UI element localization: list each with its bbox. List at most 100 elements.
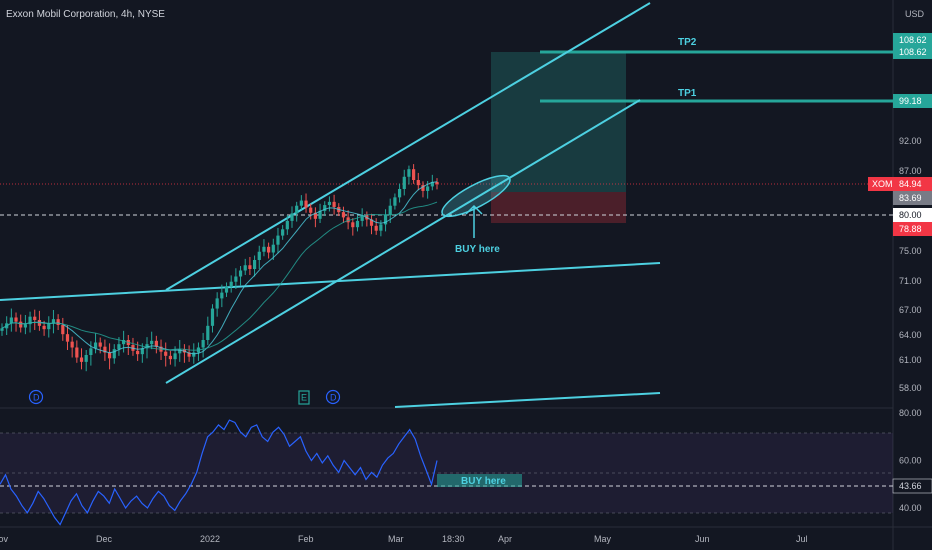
candle-body [379,224,383,231]
candle-body [355,220,360,228]
price-tag-bg [893,94,932,108]
candle-body [234,276,238,282]
tp1-label: TP1 [678,88,697,99]
channel-upper-line[interactable] [165,2,651,291]
rsi-current-tag: 43.66 [899,481,922,491]
rsi-buy-box [437,474,522,487]
candle-body [33,316,37,320]
candle-body [14,317,18,322]
candle-body [416,180,420,186]
price-tick-label: 92.00 [899,136,922,146]
time-tick-label: Mar [388,534,404,544]
candle-body [145,344,149,349]
candle-body [290,213,294,221]
price-tag: 80.00 [899,210,922,220]
candle-body [154,340,158,347]
buy-here-label: BUY here [455,244,500,255]
candle-body [173,353,177,360]
price-tag: 83.69 [899,193,922,203]
candle-body [402,176,406,189]
candle-body [267,246,271,253]
candle-body [309,207,313,213]
candle-body [285,220,289,230]
time-axis: Nov Dec 2022 Feb Mar 18:30 Apr May Jun Jul [0,534,808,544]
lower-trendline[interactable] [394,392,661,408]
price-tag-bg [893,208,932,222]
candle-body [224,286,229,293]
candle-body [332,201,336,207]
time-tick-label: Apr [498,534,512,544]
candle-body [383,214,388,225]
candle-body [257,251,261,260]
candle-body [276,235,280,245]
time-tick-label: Feb [298,534,314,544]
stop-zone[interactable] [491,192,626,223]
candle-body [421,185,425,191]
buy-zone-ellipse[interactable] [437,168,514,223]
event-marker-label: D [330,393,337,403]
rsi-series [0,419,438,526]
ma-fast-line [1,181,438,355]
candle-body [304,200,308,208]
rsi-tick-label: 80.00 [899,408,922,418]
time-tick-label: Dec [96,534,113,544]
event-marker-label: D [33,393,40,403]
price-tag: 108.62 [899,47,927,57]
candle-body [374,225,378,231]
time-tick-label: Nov [0,534,9,544]
candle-body [262,246,266,252]
buy-arrow [465,204,483,238]
candle-body [426,186,430,191]
time-tick-label: Jul [796,534,808,544]
price-tag-bg [893,222,932,236]
candle-body [271,244,275,253]
candle-body [435,181,439,185]
dividend-marker[interactable] [325,389,341,405]
rsi-current-tag-bg [892,478,932,494]
candle-body [252,260,257,269]
price-tags: 108.62 108.62 99.18 XOM 84.94 83.69 80.00 78.88 [868,33,932,236]
last-price-tag-bg [893,177,932,191]
candle-body [360,215,364,221]
candle-body [112,349,116,359]
time-tick-label: 2022 [200,534,220,544]
candle-body [65,334,70,342]
candle-body [201,340,205,348]
candle-body [93,342,98,349]
candle-body [150,340,154,345]
event-marker-label: E [301,393,307,403]
dividend-marker[interactable] [28,389,44,405]
time-tick-label: Jun [695,534,710,544]
price-tag: 78.88 [899,224,922,234]
price-tick-label: 75.00 [899,246,922,256]
candle-body [369,219,374,226]
candle-body [327,201,332,206]
channel-lower-line[interactable] [165,99,641,384]
target-zone[interactable] [491,52,626,192]
candle-body [140,348,144,355]
candle-body [79,357,84,362]
ma-slow-line [1,201,438,351]
candle-body [341,212,346,218]
candlestick-series[interactable] [0,164,439,372]
candle-body [407,169,411,177]
candle-body [56,319,60,325]
candle-body [0,328,4,331]
candle-body [220,292,224,299]
candle-body [117,344,121,350]
candle-body [107,352,112,359]
support-trendline[interactable] [0,262,661,301]
candle-body [313,212,317,219]
price-tag-bg [893,33,932,47]
candle-body [393,197,397,206]
candle-body [192,352,196,357]
candle-body [430,181,434,187]
candle-body [103,346,107,353]
earnings-marker[interactable] [298,390,310,405]
price-tag: 108.62 [899,35,927,45]
candle-body [210,308,215,326]
candle-body [281,229,285,236]
candle-body [168,355,172,360]
